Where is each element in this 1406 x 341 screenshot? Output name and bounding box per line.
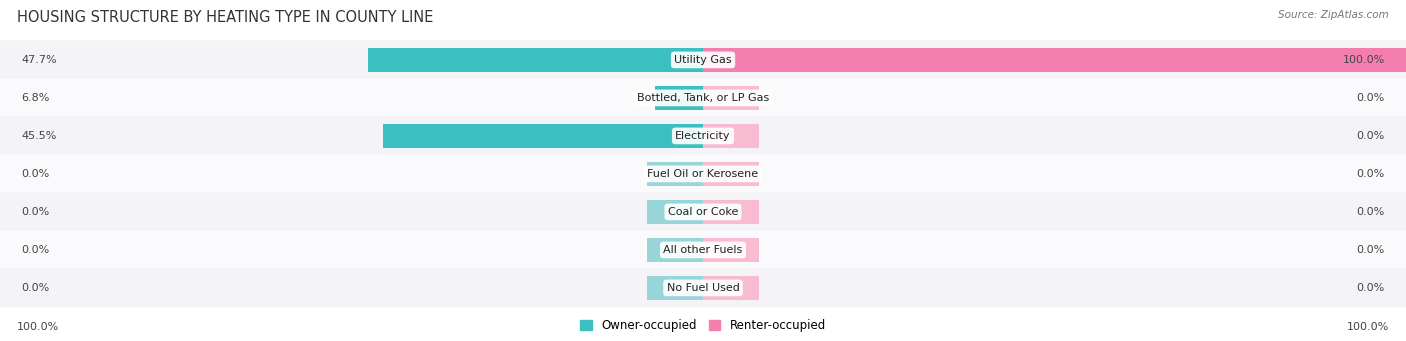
Text: 0.0%: 0.0% <box>1357 207 1385 217</box>
Bar <box>703 86 759 110</box>
FancyBboxPatch shape <box>0 154 1406 193</box>
Text: All other Fuels: All other Fuels <box>664 245 742 255</box>
Text: Bottled, Tank, or LP Gas: Bottled, Tank, or LP Gas <box>637 93 769 103</box>
Text: Fuel Oil or Kerosene: Fuel Oil or Kerosene <box>647 169 759 179</box>
Bar <box>655 86 703 110</box>
Legend: Owner-occupied, Renter-occupied: Owner-occupied, Renter-occupied <box>579 319 827 332</box>
Text: 0.0%: 0.0% <box>21 283 49 293</box>
Text: 100.0%: 100.0% <box>17 322 59 332</box>
Text: Source: ZipAtlas.com: Source: ZipAtlas.com <box>1278 10 1389 20</box>
Text: 0.0%: 0.0% <box>21 169 49 179</box>
Bar <box>647 200 703 224</box>
Text: 0.0%: 0.0% <box>1357 283 1385 293</box>
Bar <box>647 276 703 300</box>
FancyBboxPatch shape <box>0 192 1406 232</box>
Text: Electricity: Electricity <box>675 131 731 141</box>
Bar <box>703 200 759 224</box>
Text: 0.0%: 0.0% <box>21 207 49 217</box>
Bar <box>647 238 703 262</box>
Bar <box>703 276 759 300</box>
Text: 47.7%: 47.7% <box>21 55 56 65</box>
Text: Coal or Coke: Coal or Coke <box>668 207 738 217</box>
FancyBboxPatch shape <box>0 40 1406 79</box>
Text: 6.8%: 6.8% <box>21 93 49 103</box>
Text: 0.0%: 0.0% <box>21 245 49 255</box>
Text: 0.0%: 0.0% <box>1357 93 1385 103</box>
Bar <box>368 48 703 72</box>
Text: HOUSING STRUCTURE BY HEATING TYPE IN COUNTY LINE: HOUSING STRUCTURE BY HEATING TYPE IN COU… <box>17 10 433 25</box>
FancyBboxPatch shape <box>0 268 1406 308</box>
Text: 0.0%: 0.0% <box>1357 169 1385 179</box>
FancyBboxPatch shape <box>0 78 1406 118</box>
Text: 100.0%: 100.0% <box>1343 55 1385 65</box>
Text: 0.0%: 0.0% <box>1357 131 1385 141</box>
Bar <box>647 162 703 186</box>
Bar <box>703 162 759 186</box>
Bar <box>703 124 759 148</box>
FancyBboxPatch shape <box>0 116 1406 155</box>
Text: No Fuel Used: No Fuel Used <box>666 283 740 293</box>
Text: Utility Gas: Utility Gas <box>675 55 731 65</box>
FancyBboxPatch shape <box>0 230 1406 269</box>
Bar <box>703 238 759 262</box>
Text: 0.0%: 0.0% <box>1357 245 1385 255</box>
Text: 45.5%: 45.5% <box>21 131 56 141</box>
Bar <box>382 124 703 148</box>
Text: 100.0%: 100.0% <box>1347 322 1389 332</box>
Bar <box>703 48 1406 72</box>
